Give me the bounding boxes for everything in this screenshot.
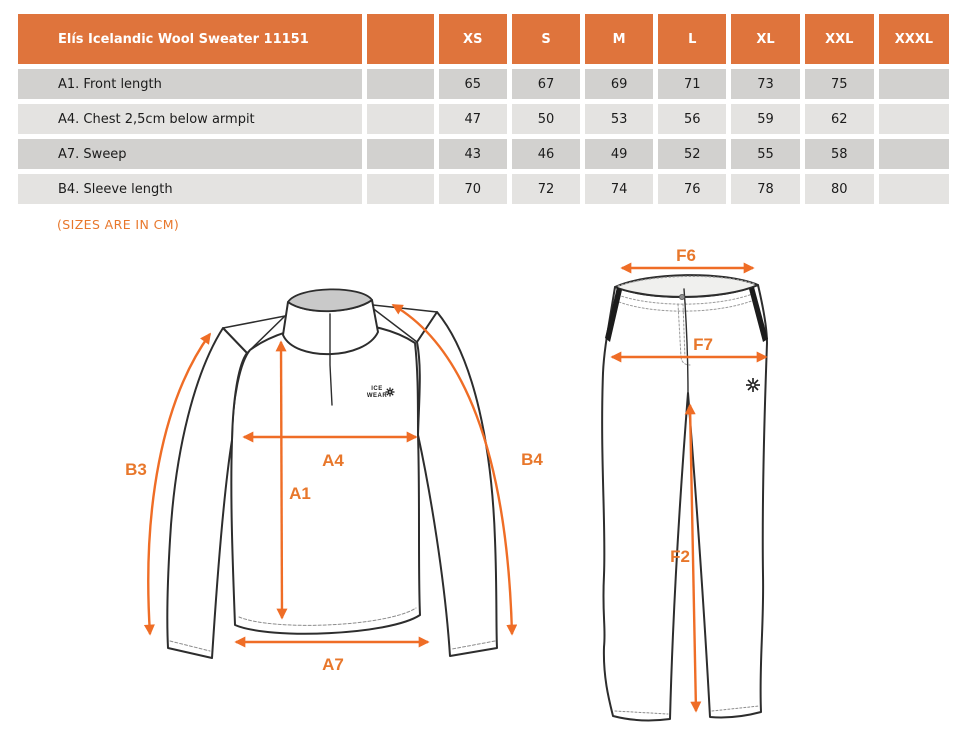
logo-snowflake-icon (385, 387, 395, 397)
table-row-sweep: A7. Sweep 43 46 49 52 55 58 (18, 139, 949, 169)
size-col-header-xxl: XXL (804, 14, 874, 64)
arrow-b4 (391, 303, 518, 636)
size-value-cell: 59 (731, 104, 800, 134)
sweater-outline-drawing (166, 288, 498, 659)
row-label: A1. Front length (18, 69, 362, 99)
pants-outline-drawing (601, 274, 768, 722)
label-f7: F7 (693, 335, 713, 354)
size-value-cell: 55 (731, 139, 800, 169)
size-chart-table: Elís Icelandic Wool Sweater 11151 XS S M… (13, 9, 954, 209)
size-value-cell: 62 (804, 104, 874, 134)
size-value-cell: 49 (585, 139, 654, 169)
size-value-cell (878, 69, 949, 99)
row-label: B4. Sleeve length (18, 174, 362, 204)
sweater-measure-arrows (143, 303, 518, 648)
label-b4: B4 (521, 450, 543, 469)
size-value-cell: 75 (804, 69, 874, 99)
size-value-cell: 72 (511, 174, 581, 204)
pants-measure-arrows (610, 262, 768, 713)
size-value-cell: 65 (438, 69, 507, 99)
size-value-cell: 71 (658, 69, 727, 99)
arrow-a1 (275, 340, 288, 620)
spacer-cell (366, 69, 434, 99)
size-value-cell: 56 (658, 104, 727, 134)
svg-text:WEAR: WEAR (367, 393, 387, 399)
label-f2: F2 (670, 547, 690, 566)
size-value-cell: 67 (511, 69, 581, 99)
size-col-header-l: L (658, 14, 727, 64)
size-value-cell: 50 (511, 104, 581, 134)
sizes-in-cm-note: (SIZES ARE IN CM) (57, 217, 180, 232)
size-value-cell: 78 (731, 174, 800, 204)
size-value-cell: 46 (511, 139, 581, 169)
size-value-cell: 74 (585, 174, 654, 204)
pants-snowflake-icon (746, 378, 760, 392)
sweater-measurement-diagram: ICE WEAR B3 B4 A4 A1 A7 (125, 288, 543, 674)
label-a4: A4 (322, 451, 344, 470)
spacer-cell (366, 174, 434, 204)
table-row-chest: A4. Chest 2,5cm below armpit 47 50 53 56… (18, 104, 949, 134)
size-value-cell: 69 (585, 69, 654, 99)
size-value-cell: 52 (658, 139, 727, 169)
size-value-cell: 76 (658, 174, 727, 204)
header-spacer-cell (366, 14, 434, 64)
label-a7: A7 (322, 655, 344, 674)
size-value-cell: 80 (804, 174, 874, 204)
label-f6: F6 (676, 246, 696, 265)
size-col-header-xl: XL (731, 14, 800, 64)
size-chart-header-row: Elís Icelandic Wool Sweater 11151 XS S M… (18, 14, 949, 64)
size-value-cell: 47 (438, 104, 507, 134)
row-label: A4. Chest 2,5cm below armpit (18, 104, 362, 134)
size-value-cell (878, 174, 949, 204)
label-b3: B3 (125, 460, 147, 479)
row-label: A7. Sweep (18, 139, 362, 169)
svg-text:ICE: ICE (371, 386, 383, 392)
size-value-cell: 70 (438, 174, 507, 204)
label-a1: A1 (289, 484, 311, 503)
table-row-front-length: A1. Front length 65 67 69 71 73 75 (18, 69, 949, 99)
size-value-cell: 53 (585, 104, 654, 134)
pants-measurement-diagram: F6 F7 F2 (601, 246, 768, 722)
size-col-header-m: M (585, 14, 654, 64)
spacer-cell (366, 104, 434, 134)
size-value-cell (878, 104, 949, 134)
product-title: Elís Icelandic Wool Sweater 11151 (18, 14, 362, 64)
size-value-cell: 43 (438, 139, 507, 169)
arrow-b3 (143, 332, 211, 636)
table-row-sleeve-length: B4. Sleeve length 70 72 74 76 78 80 (18, 174, 949, 204)
waist-button (679, 294, 686, 301)
size-value-cell: 73 (731, 69, 800, 99)
size-col-header-xs: XS (438, 14, 507, 64)
arrow-f2 (684, 403, 702, 713)
spacer-cell (366, 139, 434, 169)
size-value-cell (878, 139, 949, 169)
size-value-cell: 58 (804, 139, 874, 169)
size-col-header-s: S (511, 14, 581, 64)
size-col-header-xxxl: XXXL (878, 14, 949, 64)
